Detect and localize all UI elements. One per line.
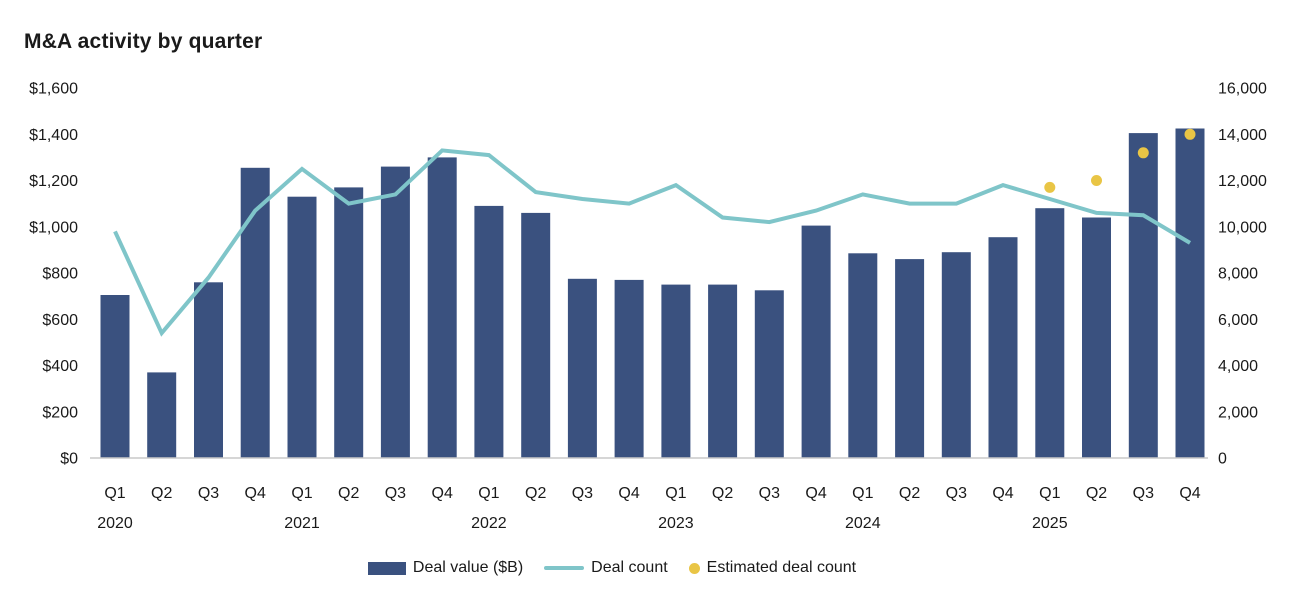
deal-value-bar bbox=[661, 284, 691, 458]
x-tick-year: 2025 bbox=[1032, 515, 1068, 532]
deal-value-bar bbox=[708, 284, 738, 458]
deal-value-bar bbox=[1175, 128, 1205, 458]
x-tick-quarter: Q1 bbox=[665, 485, 686, 502]
x-tick-quarter: Q2 bbox=[1086, 485, 1107, 502]
deal-value-bar bbox=[334, 187, 364, 458]
left-axis-tick: $1,000 bbox=[29, 219, 78, 236]
x-tick-quarter: Q2 bbox=[338, 485, 359, 502]
deal-value-bar bbox=[474, 205, 504, 458]
right-axis-tick: 10,000 bbox=[1218, 219, 1267, 236]
left-axis-tick: $400 bbox=[42, 358, 78, 375]
x-tick-quarter: Q1 bbox=[291, 485, 312, 502]
deal-value-bar bbox=[614, 279, 644, 458]
deal-value-bar bbox=[801, 225, 831, 458]
deal-value-bar bbox=[427, 157, 457, 458]
deal-value-bar bbox=[287, 196, 317, 458]
x-tick-quarter: Q3 bbox=[1133, 485, 1154, 502]
deal-value-bar bbox=[988, 237, 1018, 458]
legend-estimated-label: Estimated deal count bbox=[706, 559, 857, 576]
x-tick-quarter: Q2 bbox=[151, 485, 172, 502]
deal-value-bar bbox=[240, 167, 270, 459]
x-tick-quarter: Q4 bbox=[432, 485, 453, 502]
legend-deal-count-label: Deal count bbox=[591, 559, 668, 576]
right-axis-tick: 2,000 bbox=[1218, 404, 1258, 421]
x-tick-quarter: Q2 bbox=[712, 485, 733, 502]
chart-title: M&A activity by quarter bbox=[24, 30, 263, 53]
right-axis-tick: 14,000 bbox=[1218, 127, 1267, 144]
deal-value-bar bbox=[941, 252, 971, 458]
deal-value-bar bbox=[194, 282, 223, 459]
right-axis-tick: 0 bbox=[1218, 451, 1227, 468]
x-tick-quarter: Q1 bbox=[1039, 485, 1060, 502]
deal-value-bar bbox=[848, 253, 878, 458]
legend-item-deal-count: Deal count bbox=[544, 559, 668, 577]
estimated-deal-count-dot bbox=[1137, 147, 1149, 159]
deal-value-bar bbox=[1035, 208, 1065, 458]
right-axis-tick: 4,000 bbox=[1218, 358, 1258, 375]
left-axis-tick: $0 bbox=[60, 451, 78, 468]
x-tick-quarter: Q1 bbox=[852, 485, 873, 502]
x-tick-quarter: Q4 bbox=[245, 485, 266, 502]
deal-value-bar bbox=[100, 295, 130, 458]
estimated-deal-count-dot bbox=[1184, 128, 1196, 140]
estimated-deal-count-dot bbox=[1091, 175, 1102, 186]
left-axis-tick: $600 bbox=[42, 312, 78, 329]
deal-value-bar bbox=[521, 212, 551, 458]
left-axis-tick: $1,600 bbox=[29, 81, 78, 98]
deal-value-bar bbox=[1128, 133, 1158, 458]
x-tick-quarter: Q2 bbox=[899, 485, 920, 502]
left-axis-tick: $800 bbox=[42, 266, 78, 283]
x-tick-year: 2020 bbox=[97, 515, 133, 532]
deal-value-bar bbox=[567, 278, 597, 458]
legend-deal-value-label: Deal value ($B) bbox=[412, 559, 524, 576]
x-tick-quarter: Q1 bbox=[104, 485, 125, 502]
deal-value-bar bbox=[754, 290, 784, 458]
x-tick-quarter: Q3 bbox=[385, 485, 406, 502]
deal-value-bar-swatch-icon bbox=[367, 561, 406, 575]
deal-value-bar bbox=[895, 259, 925, 458]
legend-item-estimated: Estimated deal count bbox=[688, 559, 857, 577]
x-tick-quarter: Q3 bbox=[198, 485, 219, 502]
estimated-deal-count-dot-swatch-icon bbox=[688, 562, 700, 574]
chart-legend: Deal value ($B) Deal count Estimated dea… bbox=[0, 552, 1304, 584]
x-tick-quarter: Q4 bbox=[992, 485, 1013, 502]
x-tick-year: 2021 bbox=[284, 515, 320, 532]
left-axis-tick: $1,400 bbox=[29, 127, 78, 144]
left-axis-tick: $1,200 bbox=[29, 173, 78, 190]
deal-value-bar bbox=[147, 372, 177, 458]
right-axis-tick: 16,000 bbox=[1218, 81, 1267, 98]
x-tick-quarter: Q3 bbox=[946, 485, 967, 502]
estimated-deal-count-dot bbox=[1044, 181, 1056, 193]
deal-count-line bbox=[113, 148, 1192, 337]
x-tick-quarter: Q4 bbox=[618, 485, 639, 502]
x-tick-year: 2022 bbox=[471, 515, 507, 532]
deal-count-line-swatch-icon bbox=[544, 566, 585, 570]
deal-value-bar bbox=[1082, 217, 1111, 458]
right-axis-tick: 6,000 bbox=[1218, 312, 1258, 329]
legend-item-deal-value: Deal value ($B) bbox=[367, 559, 524, 577]
deal-value-bar bbox=[380, 166, 410, 458]
x-tick-quarter: Q3 bbox=[759, 485, 780, 502]
x-tick-quarter: Q4 bbox=[805, 485, 826, 502]
x-tick-quarter: Q1 bbox=[478, 485, 499, 502]
x-tick-quarter: Q2 bbox=[525, 485, 546, 502]
x-tick-year: 2023 bbox=[658, 515, 694, 532]
right-axis-tick: 8,000 bbox=[1218, 266, 1258, 283]
left-axis-tick: $200 bbox=[42, 404, 78, 421]
x-tick-quarter: Q4 bbox=[1179, 485, 1200, 502]
x-tick-year: 2024 bbox=[845, 515, 881, 532]
right-axis-tick: 12,000 bbox=[1218, 173, 1267, 190]
x-tick-quarter: Q3 bbox=[572, 485, 593, 502]
